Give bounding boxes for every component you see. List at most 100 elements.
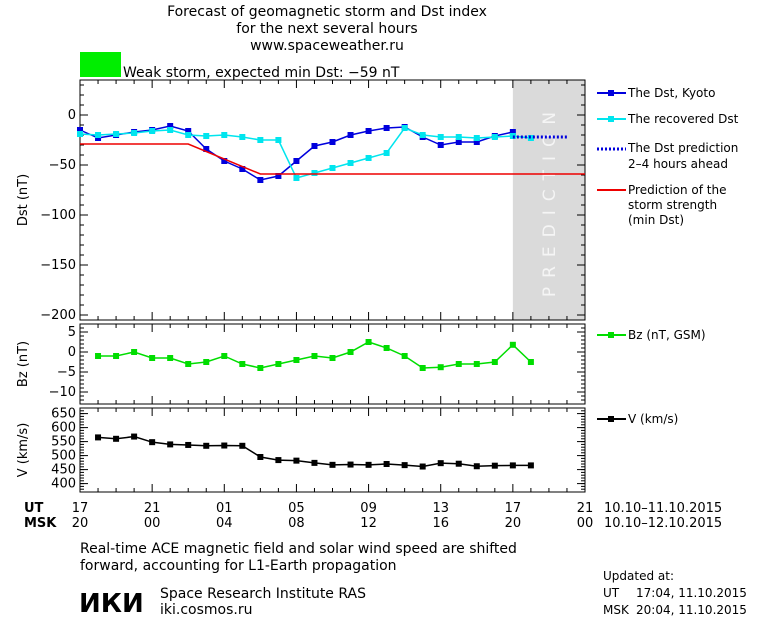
data-point-the-recovered-dst: [437, 134, 444, 140]
data-point-the-recovered-dst: [491, 134, 498, 140]
legend-prediction-label-2: 2–4 hours ahead: [628, 157, 728, 171]
legend-v-label: V (km/s): [628, 412, 678, 426]
data-point-the-dst-kyoto: [329, 139, 336, 145]
ut-tick-label: 21: [577, 501, 594, 516]
data-point-the-dst-kyoto: [239, 166, 246, 172]
data-point-bz-nt-gsm: [113, 353, 120, 359]
data-point-v-km-s: [95, 434, 102, 441]
data-point-the-recovered-dst: [275, 137, 282, 143]
msk-tick-label: 00: [577, 516, 594, 531]
data-point-bz-nt-gsm: [95, 353, 102, 359]
y-tick-label: 550: [51, 435, 76, 450]
footer-note-line-2: forward, accounting for L1-Earth propaga…: [80, 558, 397, 574]
data-point-the-recovered-dst: [401, 125, 408, 131]
data-point-the-dst-kyoto: [203, 146, 210, 152]
data-point-the-dst-kyoto: [167, 123, 174, 129]
chart-title-line-1: Forecast of geomagnetic storm and Dst in…: [167, 4, 487, 20]
data-point-the-recovered-dst: [419, 132, 426, 138]
y-tick-label: −150: [40, 258, 76, 273]
data-point-bz-nt-gsm: [347, 349, 354, 355]
series-line-the-dst-kyoto: [79, 125, 514, 181]
legend-kyoto-marker: [608, 90, 614, 96]
data-point-v-km-s: [347, 461, 354, 468]
data-point-the-recovered-dst: [365, 155, 372, 161]
y-tick-label: 650: [51, 407, 76, 422]
data-point-v-km-s: [185, 441, 192, 448]
chart-title-line-3: www.spaceweather.ru: [250, 38, 404, 54]
data-point-the-dst-kyoto: [383, 125, 390, 131]
msk-tick-label: 08: [288, 516, 305, 531]
ut-tick-label: 13: [432, 501, 449, 516]
data-point-v-km-s: [239, 442, 246, 449]
data-point-bz-nt-gsm: [455, 361, 462, 367]
legend-storm-label-1: Prediction of the: [628, 183, 727, 197]
data-point-the-recovered-dst: [347, 160, 354, 166]
data-point-bz-nt-gsm: [239, 361, 246, 367]
data-point-v-km-s: [113, 435, 120, 442]
data-point-the-dst-kyoto: [221, 158, 228, 164]
data-point-bz-nt-gsm: [419, 365, 426, 371]
msk-tick-label: 20: [505, 516, 522, 531]
series-line-the-recovered-dst: [79, 127, 531, 179]
data-point-bz-nt-gsm: [221, 353, 228, 359]
data-point-bz-nt-gsm: [185, 361, 192, 367]
data-point-the-recovered-dst: [221, 132, 228, 138]
data-point-bz-nt-gsm: [203, 359, 210, 365]
data-point-v-km-s: [221, 442, 228, 449]
data-point-the-recovered-dst: [113, 131, 120, 137]
msk-tick-label: 12: [360, 516, 377, 531]
msk-tick-label: 16: [432, 516, 449, 531]
data-point-v-km-s: [311, 459, 318, 466]
updated-msk-label: MSK: [603, 603, 630, 617]
data-point-v-km-s: [275, 457, 282, 464]
data-point-v-km-s: [491, 462, 498, 469]
y-tick-label: 5: [68, 325, 76, 340]
legend-bz-label: Bz (nT, GSM): [628, 328, 706, 342]
data-point-v-km-s: [149, 439, 156, 446]
iki-logo: ИКИ: [79, 589, 144, 619]
data-point-v-km-s: [455, 460, 462, 467]
updated-ut-label: UT: [603, 586, 620, 600]
data-point-the-recovered-dst: [383, 150, 390, 156]
y-tick-label: 450: [51, 463, 76, 478]
data-point-bz-nt-gsm: [401, 353, 408, 359]
chart-title-line-2: for the next several hours: [236, 21, 417, 37]
data-point-the-recovered-dst: [455, 134, 462, 140]
data-point-the-recovered-dst: [257, 137, 264, 143]
data-point-bz-nt-gsm: [383, 345, 390, 351]
data-point-v-km-s: [203, 442, 210, 449]
data-point-v-km-s: [473, 463, 480, 470]
data-point-the-dst-kyoto: [365, 128, 372, 134]
data-point-the-dst-kyoto: [275, 173, 282, 179]
bz-panel: 5 0 −5 −10 Bz (nT): [16, 323, 586, 405]
msk-tick-label: 00: [144, 516, 161, 531]
ut-axis-label: UT: [24, 501, 44, 516]
data-point-the-recovered-dst: [95, 132, 102, 138]
legend-kyoto-label: The Dst, Kyoto: [627, 86, 715, 100]
y-tick-label: −5: [57, 365, 76, 380]
y-tick-label: 600: [51, 421, 76, 436]
data-point-the-recovered-dst: [527, 135, 534, 141]
storm-status-text: Weak storm, expected min Dst: −59 nT: [123, 65, 400, 81]
ut-tick-label: 01: [216, 501, 233, 516]
ut-tick-label: 05: [288, 501, 305, 516]
data-point-the-dst-kyoto: [347, 132, 354, 138]
msk-axis-label: MSK: [24, 516, 57, 531]
prediction-band: [512, 80, 585, 320]
y-axis-label: Bz (nT): [16, 341, 31, 387]
data-point-bz-nt-gsm: [365, 339, 372, 345]
ut-tick-label: 17: [505, 501, 522, 516]
data-point-bz-nt-gsm: [275, 361, 282, 367]
msk-tick-label: 04: [216, 516, 233, 531]
institute-site: iki.cosmos.ru: [160, 602, 252, 618]
data-point-v-km-s: [365, 461, 372, 468]
panel-frame: [79, 323, 586, 405]
panel-frame: [79, 407, 586, 493]
footer-note-line-1: Real-time ACE magnetic field and solar w…: [80, 541, 517, 557]
data-point-v-km-s: [257, 454, 264, 460]
y-tick-label: −100: [40, 208, 76, 223]
msk-tick-label: 20: [72, 516, 89, 531]
data-point-v-km-s: [329, 461, 336, 468]
